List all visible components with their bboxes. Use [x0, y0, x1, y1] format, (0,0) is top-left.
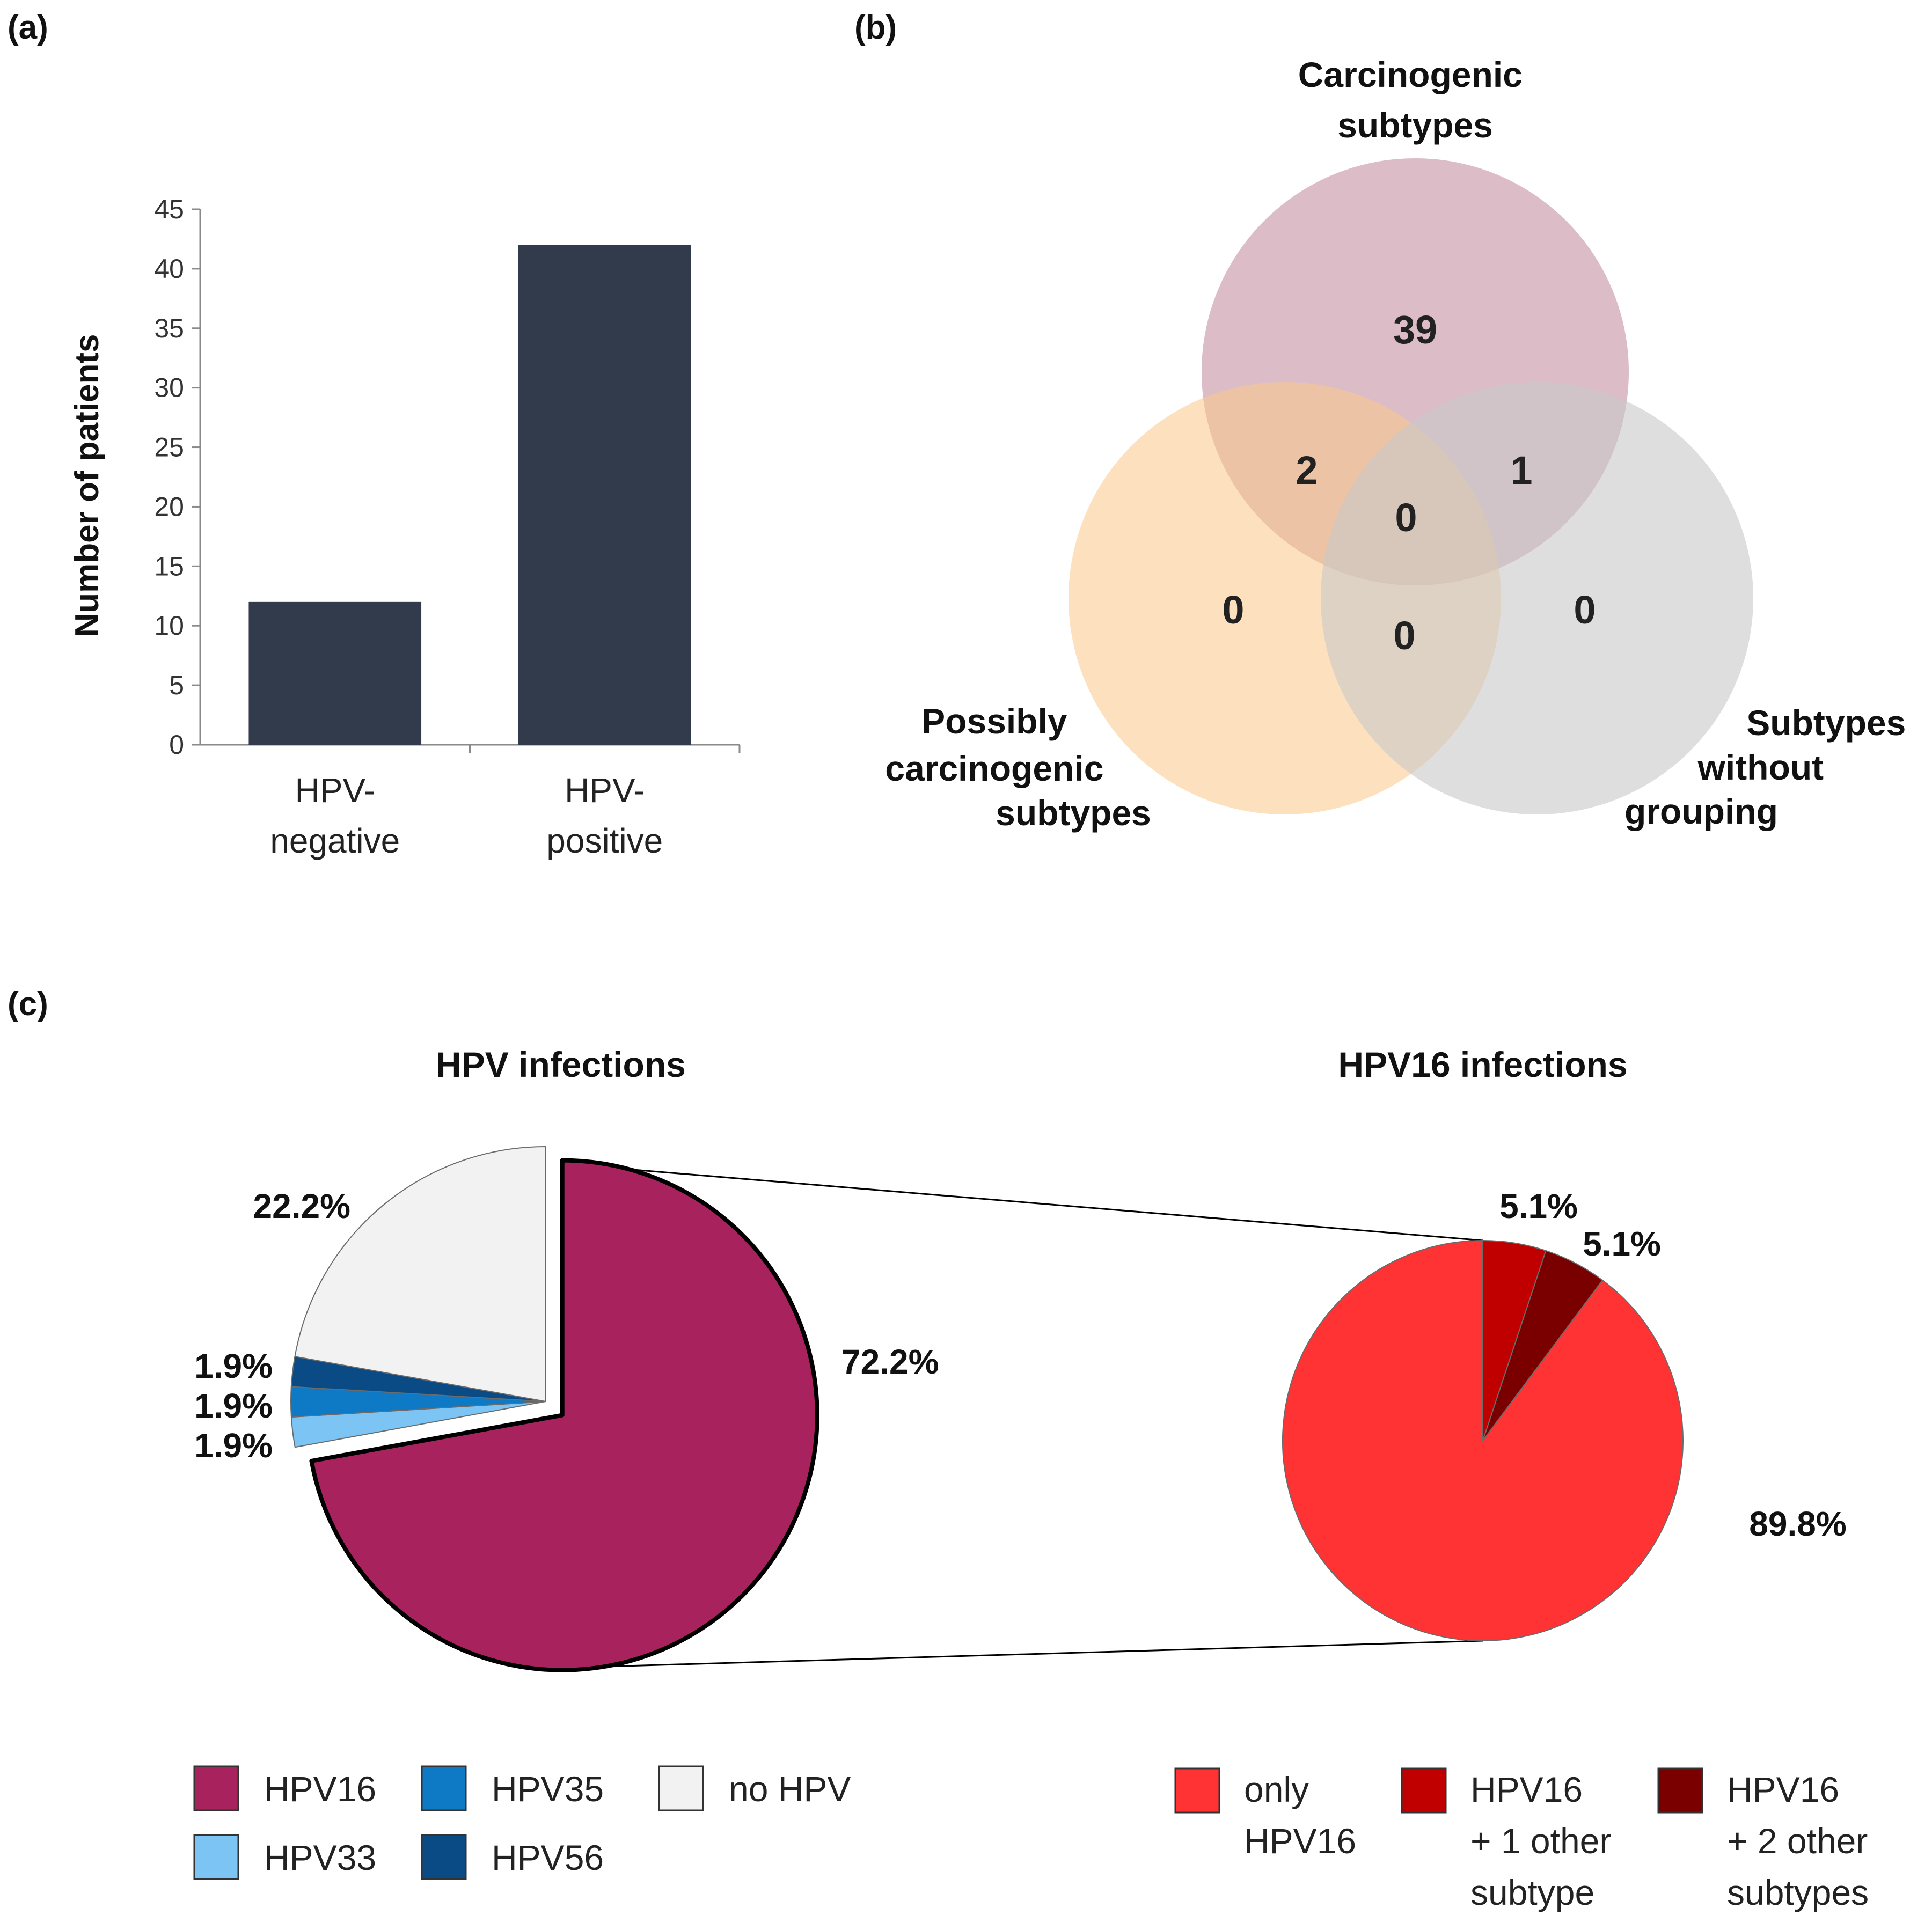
- bar-chart-y-tick-label: 5: [169, 670, 184, 700]
- venn-count-possibly-only: 0: [1222, 588, 1244, 632]
- legend-label: HPV35: [492, 1769, 604, 1809]
- bar-chart-category-label: HPV-negative: [270, 771, 400, 860]
- venn-label-without-line: grouping: [1624, 791, 1778, 831]
- legend-hpv: HPV16 HPV35 no HPV HPV33 HPV56: [193, 1765, 851, 1880]
- venn-label-carcinogenic-line: Carcinogenic: [1298, 55, 1523, 94]
- legend-label: HPV33: [264, 1838, 376, 1877]
- pie-slice: [309, 1158, 819, 1672]
- bar-chart-category-label-line: negative: [270, 821, 400, 860]
- legend-label-line: only: [1244, 1770, 1309, 1809]
- legend-label: only HPV16: [1244, 1770, 1356, 1861]
- venn-count-carcinogenic-without: 1: [1510, 448, 1532, 493]
- pie-hpv-percent-label: 1.9%: [194, 1386, 273, 1425]
- venn-label-without-line: without: [1697, 747, 1824, 787]
- bar-chart-y-tick-label: 0: [169, 730, 184, 760]
- venn-label-carcinogenic-line: subtypes: [1337, 105, 1493, 145]
- legend-label: HPV16 + 2 other subtypes: [1727, 1770, 1869, 1912]
- bar: [518, 245, 691, 745]
- bar-chart-category-label-line: HPV-: [295, 771, 375, 810]
- pie-hpv-percent-label: 72.2%: [841, 1342, 939, 1381]
- legend-swatch: [193, 1834, 239, 1880]
- pie-hpv16-percent-label: 89.8%: [1749, 1504, 1846, 1543]
- pie-hpv-percent-label: 22.2%: [253, 1187, 350, 1225]
- bar-chart-category-label-line: HPV-: [565, 771, 645, 810]
- venn-label-possibly-line: carcinogenic: [885, 748, 1103, 788]
- legend-swatch: [193, 1765, 239, 1811]
- legend-label-line: HPV16: [1727, 1770, 1839, 1809]
- bar-chart-y-tick-label: 40: [154, 254, 184, 284]
- legend-swatch: [658, 1765, 704, 1811]
- legend-swatch: [421, 1834, 467, 1880]
- bar-chart-y-tick-label: 20: [154, 491, 184, 522]
- pie-hpv: 72.2%1.9%1.9%1.9%22.2%: [194, 1146, 939, 1672]
- legend-label: no HPV: [729, 1769, 851, 1809]
- legend-label-line: subtypes: [1727, 1873, 1869, 1912]
- venn-diagram: 39 2 1 0 0 0 0 Carcinogenic subtypes Pos…: [885, 55, 1916, 833]
- panel-label-a: (a): [8, 9, 48, 46]
- venn-circle-without-grouping: [1321, 382, 1753, 814]
- legend-label-line: subtype: [1470, 1873, 1594, 1912]
- venn-label-possibly: Possibly carcinogenic subtypes: [885, 701, 1151, 833]
- pie-connector-lines: [568, 1163, 1483, 1669]
- legend-label-line: + 1 other: [1470, 1821, 1611, 1861]
- legend-label: HPV16: [264, 1769, 376, 1809]
- panel-label-c: (c): [8, 986, 48, 1023]
- bar-chart: Number of patients 0 5 10 15 20 25 30 35 40 45 HPV…: [69, 194, 741, 860]
- legend-label: HPV16 + 1 other subtype: [1470, 1770, 1611, 1912]
- venn-label-possibly-line: subtypes: [996, 793, 1151, 833]
- bar-chart-y-tick-label: 35: [154, 313, 184, 343]
- legend-swatch: [1174, 1767, 1220, 1814]
- venn-label-without-line: Subtypes: [1746, 703, 1906, 743]
- panel-label-b: (b): [854, 9, 897, 46]
- venn-count-all-three: 0: [1395, 495, 1417, 540]
- legend-label: HPV56: [492, 1838, 604, 1877]
- venn-label-carcinogenic: Carcinogenic subtypes: [1298, 55, 1532, 145]
- pie-hpv16-percent-label: 5.1%: [1583, 1224, 1661, 1263]
- bar-chart-y-axis-label: Number of patients: [69, 334, 106, 637]
- legend-label-line: + 2 other: [1727, 1821, 1868, 1861]
- bar-chart-category-label: HPV-positive: [546, 771, 663, 860]
- bar: [248, 601, 422, 745]
- pie-hpv-percent-label: 1.9%: [194, 1347, 273, 1385]
- legend-hpv16: only HPV16 HPV16 + 1 other subtype HPV16 + 2 o…: [1174, 1767, 1869, 1912]
- connector-line-top: [568, 1163, 1483, 1242]
- legend-swatch: [421, 1765, 467, 1811]
- venn-count-without-only: 0: [1574, 588, 1596, 632]
- pie-hpv-percent-label: 1.9%: [194, 1426, 273, 1465]
- venn-count-carcinogenic-only: 39: [1393, 307, 1437, 352]
- venn-label-possibly-line: Possibly: [921, 701, 1067, 741]
- venn-label-without: Subtypes without grouping: [1624, 703, 1916, 831]
- pie-hpv16-percent-label: 5.1%: [1499, 1187, 1578, 1225]
- legend-label-line: HPV16: [1244, 1821, 1356, 1861]
- pie-hpv-title: HPV infections: [436, 1045, 686, 1084]
- bar-chart-y-tick-label: 15: [154, 551, 184, 581]
- pie-hpv16: 5.1%5.1% 89.8%: [1282, 1187, 1847, 1641]
- bar-chart-y-tick-label: 45: [154, 194, 184, 224]
- legend-swatch: [1401, 1767, 1447, 1814]
- venn-count-possibly-without: 0: [1393, 613, 1415, 658]
- bar-chart-y-tick-label: 25: [154, 432, 184, 463]
- legend-swatch: [1657, 1767, 1703, 1814]
- venn-count-carcinogenic-possibly: 2: [1296, 448, 1318, 493]
- connector-line-bottom: [568, 1640, 1483, 1669]
- bar-chart-y-tick-label: 30: [154, 373, 184, 403]
- pie-slice: [294, 1146, 546, 1402]
- pie-slice: [1282, 1239, 1684, 1641]
- bar-chart-category-label-line: positive: [546, 821, 663, 860]
- pie-hpv16-title: HPV16 infections: [1338, 1045, 1627, 1084]
- legend-label-line: HPV16: [1470, 1770, 1583, 1809]
- bar-chart-y-tick-label: 10: [154, 611, 184, 641]
